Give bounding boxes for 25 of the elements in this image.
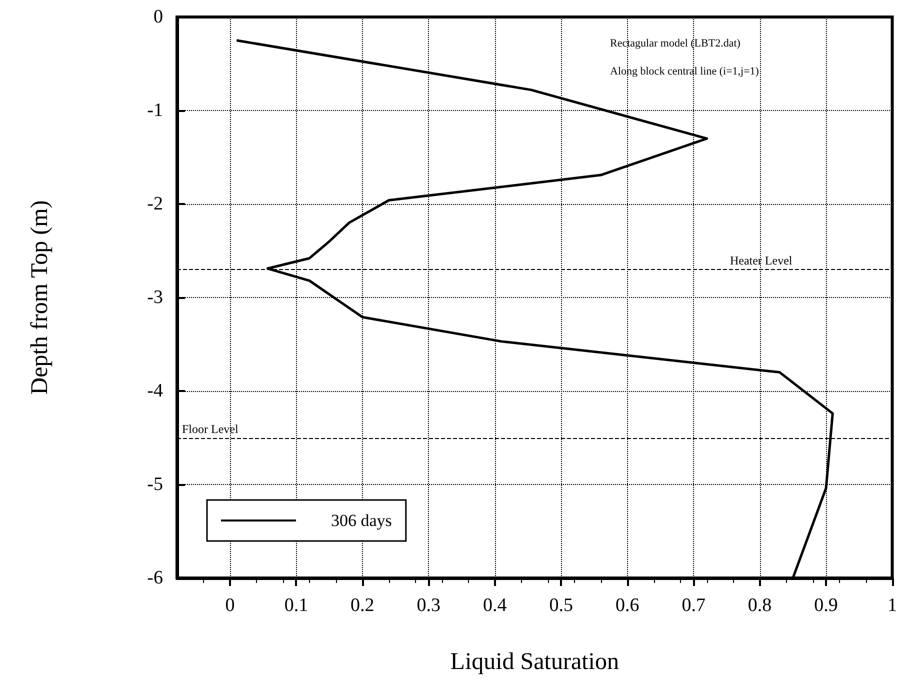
x-tick-label: 0.9 bbox=[814, 595, 838, 616]
annotation: Along block central line (i=1,j=1) bbox=[610, 66, 760, 78]
x-tick-label: 0.2 bbox=[350, 595, 374, 616]
x-tick-label: 0.7 bbox=[682, 595, 706, 616]
x-tick-label: 0.3 bbox=[416, 595, 441, 616]
ref-line-label: Heater Level bbox=[730, 253, 793, 268]
ref-line-label: Floor Level bbox=[182, 422, 239, 436]
x-tick-label: 1 bbox=[888, 595, 897, 616]
x-tick-label: 0 bbox=[225, 595, 235, 616]
y-tick-label: 0 bbox=[154, 6, 163, 28]
x-tick-label: 0.6 bbox=[615, 595, 640, 616]
y-tick-label: -5 bbox=[147, 474, 163, 495]
x-tick-label: 0.5 bbox=[549, 595, 573, 616]
x-axis-title: Liquid Saturation bbox=[450, 649, 619, 675]
x-tick-label: 0.1 bbox=[284, 595, 308, 616]
y-tick-label: -3 bbox=[147, 287, 163, 308]
x-tick-label: 0.4 bbox=[483, 595, 508, 616]
legend-label: 306 days bbox=[331, 511, 392, 530]
x-tick-label: 0.8 bbox=[748, 595, 772, 616]
y-tick-label: -2 bbox=[147, 194, 163, 214]
y-axis-title: Depth from Top (m) bbox=[27, 200, 53, 395]
annotation: Rectagular model (LBT2.dat) bbox=[610, 38, 741, 50]
y-tick-label: -1 bbox=[147, 100, 163, 121]
y-tick-label: -4 bbox=[147, 380, 164, 402]
y-tick-label: -6 bbox=[147, 568, 163, 588]
